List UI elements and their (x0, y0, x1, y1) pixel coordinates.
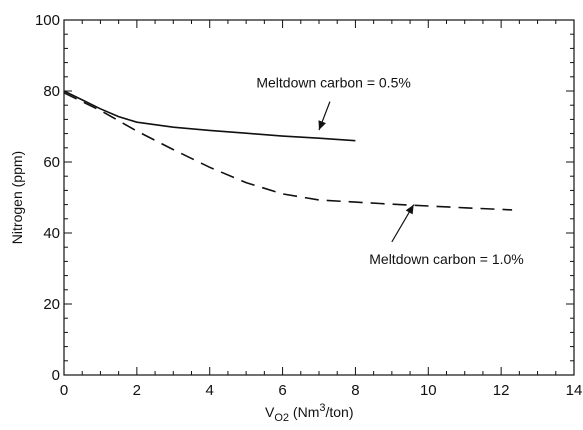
y-tick-label: 60 (43, 154, 60, 171)
axis-labels: 0 2 4 6 8 10 12 14 0 20 40 60 80 100 VO2 (Nm3/ton) Nitr… (9, 12, 582, 424)
annotation-label: Meltdown carbon = 0.5% (256, 74, 410, 90)
x-tick-label: 14 (566, 382, 583, 399)
y-tick-label: 0 (52, 367, 60, 384)
x-tick-label: 4 (206, 382, 214, 399)
annotation-arrow-head (318, 120, 326, 131)
x-tick-label: 8 (351, 382, 359, 399)
annotations: Meltdown carbon = 0.5% Meltdown carbon = … (256, 74, 523, 266)
series-line-dashed (63, 92, 513, 211)
plot-area-border (63, 19, 575, 376)
series-lines (63, 90, 513, 211)
x-axis-label: VO2 (Nm3/ton) (265, 402, 354, 424)
y-tick-label: 20 (43, 296, 60, 313)
x-tick-label: 10 (420, 382, 437, 399)
axis-ticks (63, 19, 575, 376)
x-tick-label: 6 (278, 382, 286, 399)
plot-frame (63, 19, 575, 376)
annotation-label: Meltdown carbon = 1.0% (369, 251, 523, 267)
x-tick-label: 0 (60, 382, 68, 399)
x-tick-label: 12 (493, 382, 510, 399)
y-tick-label: 40 (43, 225, 60, 242)
series-line-solid (63, 90, 356, 142)
y-tick-label: 100 (35, 12, 60, 29)
y-tick-label: 80 (43, 83, 60, 100)
annotation-arrow-head (405, 204, 414, 215)
y-axis-label: Nitrogen (ppm) (9, 151, 25, 244)
x-tick-label: 2 (133, 382, 141, 399)
